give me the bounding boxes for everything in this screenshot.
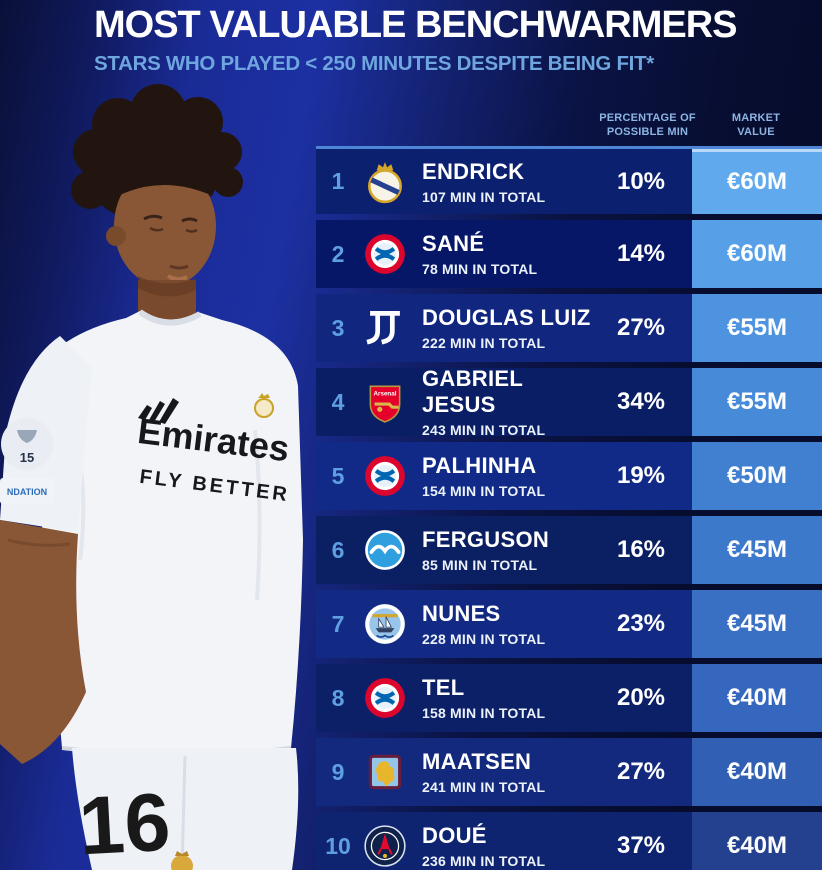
player-face xyxy=(114,165,216,287)
player-shorts xyxy=(72,748,299,870)
club-badge-juventus xyxy=(362,305,408,351)
table-row: 5 PALHINHA 154 MIN IN TOTAL 19% €50M xyxy=(316,442,822,510)
rank-number: 2 xyxy=(331,240,345,267)
percentage-value: 14% xyxy=(616,240,666,267)
club-badge-bayern-munich xyxy=(362,231,408,277)
table-row: 10 DOUÉ 236 MIN IN TOTAL 37% €40M xyxy=(316,812,822,870)
club-badge-aston-villa xyxy=(362,749,408,795)
player-minutes: 228 MIN IN TOTAL xyxy=(422,631,546,647)
club-badge-psg xyxy=(362,823,408,869)
player-minutes: 107 MIN IN TOTAL xyxy=(422,188,546,205)
club-badge-arsenal: Arsenal xyxy=(362,379,408,425)
player-name: SANÉ xyxy=(422,231,485,256)
ucl-badge-number: 15 xyxy=(20,450,34,465)
player-minutes: 85 MIN IN TOTAL xyxy=(422,557,538,573)
player-minutes: 241 MIN IN TOTAL xyxy=(422,779,546,795)
table-row: 6 FERGUSON 85 MIN IN TOTAL 16% €45M xyxy=(316,516,822,584)
ucl-badge: 15 xyxy=(1,418,53,470)
shorts-crest xyxy=(171,851,193,870)
player-sleeve xyxy=(0,336,92,532)
market-value: €40M xyxy=(692,738,822,806)
column-header-market-value: MARKET VALUE xyxy=(731,112,781,139)
market-value: €55M xyxy=(692,368,822,436)
table-row: 2 SANÉ 78 MIN IN TOTAL 14% €60M xyxy=(316,220,822,288)
table-row: 8 TEL 158 MIN IN TOTAL 20% €40M xyxy=(316,664,822,732)
table-row: 7 NUNES 228 MIN IN TOTAL 23% €45M xyxy=(316,590,822,658)
rank-number: 5 xyxy=(331,462,345,489)
table-row: 4 Arsenal GABRIEL JESUS 243 MIN IN TOTAL… xyxy=(316,366,822,438)
market-value: €60M xyxy=(692,149,822,214)
shorts-number: 16 xyxy=(77,777,173,870)
page-subtitle: STARS WHO PLAYED < 250 MINUTES DESPITE B… xyxy=(94,52,654,75)
player-minutes: 243 MIN IN TOTAL xyxy=(422,422,546,438)
percentage-value: 20% xyxy=(616,684,666,711)
player-minutes: 154 MIN IN TOTAL xyxy=(422,483,546,499)
club-badge-manchester-city xyxy=(362,601,408,647)
market-value: €60M xyxy=(692,220,822,288)
percentage-value: 19% xyxy=(616,462,666,489)
market-value: €55M xyxy=(692,294,822,362)
player-name: ENDRICK xyxy=(422,158,525,184)
club-badge-brighton xyxy=(362,527,408,573)
player-name: PALHINHA xyxy=(422,453,537,478)
player-neck xyxy=(138,280,196,335)
rank-number: 4 xyxy=(331,388,345,415)
rank-number: 1 xyxy=(331,168,345,194)
svg-text:Arsenal: Arsenal xyxy=(374,391,397,398)
jersey-tagline-text: FLY BETTER xyxy=(138,466,291,506)
percentage-value: 37% xyxy=(616,832,666,859)
market-value: €45M xyxy=(692,590,822,658)
player-jersey xyxy=(28,310,303,748)
market-value: €40M xyxy=(692,812,822,870)
column-header-percentage: PERCENTAGE OF POSSIBLE MIN xyxy=(599,112,696,139)
market-value: €50M xyxy=(692,442,822,510)
adidas-logo xyxy=(138,398,179,424)
percentage-value: 27% xyxy=(616,758,666,785)
rank-number: 9 xyxy=(331,758,345,785)
percentage-value: 23% xyxy=(616,610,666,637)
club-badge-bayern-munich xyxy=(362,675,408,721)
player-name: FERGUSON xyxy=(422,527,550,552)
market-value: €45M xyxy=(692,516,822,584)
table-row: 1 ENDRICK 107 MIN IN TOTAL 10% €60M xyxy=(316,146,822,214)
market-value: €40M xyxy=(692,664,822,732)
percentage-value: 16% xyxy=(616,536,666,563)
rank-number: 6 xyxy=(331,536,345,563)
page-title: MOST VALUABLE BENCHWARMERS xyxy=(94,4,738,46)
player-name: DOUGLAS LUIZ xyxy=(422,305,591,330)
rank-number: 7 xyxy=(331,610,345,637)
rank-number: 3 xyxy=(331,314,345,341)
percentage-value: 27% xyxy=(616,314,666,341)
player-name: MAATSEN xyxy=(422,749,532,774)
table-row: 9 MAATSEN 241 MIN IN TOTAL 27% €40M xyxy=(316,738,822,806)
club-badge-bayern-munich xyxy=(362,453,408,499)
jersey-sponsor-text: Emirates xyxy=(136,410,292,469)
player-name: DOUÉ xyxy=(422,823,487,848)
player-arm xyxy=(0,520,86,764)
ranking-table: 1 ENDRICK 107 MIN IN TOTAL 10% €60M 2 SA… xyxy=(316,146,822,870)
percentage-value: 34% xyxy=(616,388,666,415)
player-minutes: 78 MIN IN TOTAL xyxy=(422,261,538,277)
percentage-value: 10% xyxy=(616,167,666,195)
player-name: NUNES xyxy=(422,601,501,626)
player-minutes: 222 MIN IN TOTAL xyxy=(422,335,546,351)
player-minutes: 236 MIN IN TOTAL xyxy=(422,853,546,869)
table-row: 3 DOUGLAS LUIZ 222 MIN IN TOTAL 27% €55M xyxy=(316,294,822,362)
jersey-crest xyxy=(254,393,274,418)
player-minutes: 158 MIN IN TOTAL xyxy=(422,705,546,721)
player-name: TEL xyxy=(422,675,465,700)
foundation-patch: NDATION xyxy=(0,478,54,504)
player-name: GABRIEL JESUS xyxy=(422,366,523,417)
player-photo-endrick: 15 NDATION Emirates FLY BETTER 16 xyxy=(0,84,303,870)
player-hair xyxy=(71,84,243,223)
rank-number: 10 xyxy=(325,832,351,859)
rank-number: 8 xyxy=(331,684,345,711)
foundation-patch-text: NDATION xyxy=(7,487,47,497)
club-badge-real-madrid xyxy=(362,159,408,205)
